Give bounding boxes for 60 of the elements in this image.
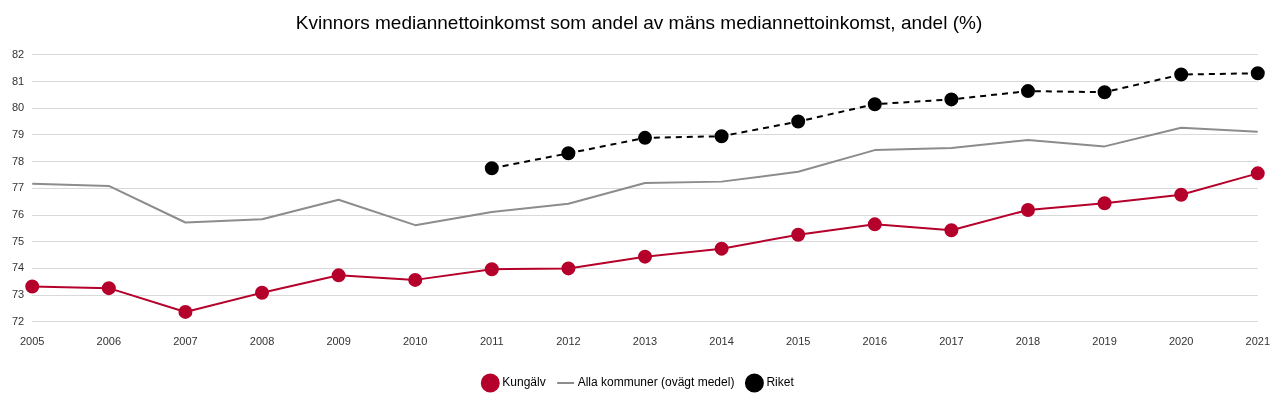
x-tick-label: 2009 — [326, 335, 351, 348]
legend-label: Riket — [766, 375, 795, 390]
y-tick-label: 74 — [11, 261, 25, 274]
y-tick-label: 82 — [11, 47, 25, 60]
y-tick-label: 80 — [11, 101, 25, 114]
point — [1174, 187, 1189, 202]
y-tick-label: 78 — [11, 154, 25, 167]
x-tick-label: 2005 — [19, 335, 45, 348]
point — [255, 285, 270, 300]
x-tick-label: 2013 — [632, 335, 658, 348]
chart-title: Kvinnors mediannettoinkomst som andel av mäns mediannettoinkomst, andel (%) — [295, 11, 983, 33]
point — [1020, 84, 1035, 99]
point — [484, 262, 499, 277]
y-tick-label: 72 — [11, 314, 25, 327]
point — [408, 272, 423, 287]
point — [1097, 196, 1112, 211]
point — [714, 129, 729, 144]
point — [944, 92, 959, 107]
x-tick-label: 2019 — [1092, 335, 1117, 348]
x-tick-label: 2014 — [709, 335, 734, 348]
x-tick-label: 2015 — [785, 335, 811, 348]
y-tick-label: 73 — [11, 288, 25, 301]
point — [561, 146, 576, 161]
legend-label: Kungälv — [502, 375, 546, 390]
point — [791, 227, 806, 242]
point — [1174, 67, 1189, 82]
x-tick-label: 2017 — [939, 335, 964, 348]
point — [638, 130, 652, 145]
y-tick-label: 81 — [11, 74, 25, 87]
point — [331, 268, 346, 283]
x-tick-label: 2006 — [96, 335, 122, 348]
point — [561, 261, 576, 276]
x-tick-label: 2007 — [173, 335, 198, 348]
point — [1250, 166, 1265, 181]
point — [714, 241, 729, 256]
y-tick-label: 76 — [11, 208, 25, 221]
point — [178, 304, 193, 319]
point — [1097, 85, 1112, 100]
point — [791, 114, 806, 129]
point — [1020, 202, 1035, 217]
y-tick-label: 77 — [11, 181, 25, 194]
point — [867, 97, 882, 112]
x-tick-label: 2010 — [402, 335, 428, 348]
x-tick-label: 2016 — [862, 335, 888, 348]
y-tick-label: 75 — [11, 234, 25, 247]
x-tick-label: 2008 — [249, 335, 275, 348]
y-tick-label: 79 — [11, 127, 25, 140]
point — [25, 279, 40, 294]
x-tick-label: 2020 — [1168, 335, 1194, 348]
point — [484, 161, 499, 176]
point — [101, 281, 116, 296]
point — [867, 217, 882, 232]
x-tick-label: 2012 — [556, 335, 581, 348]
x-tick-label: 2011 — [479, 335, 504, 348]
point — [944, 223, 959, 238]
legend-label: Alla kommuner (ovägt medel) — [577, 375, 735, 390]
x-tick-label: 2021 — [1245, 335, 1271, 348]
point — [1250, 66, 1265, 81]
point — [638, 249, 652, 264]
x-tick-label: 2018 — [1015, 335, 1041, 348]
